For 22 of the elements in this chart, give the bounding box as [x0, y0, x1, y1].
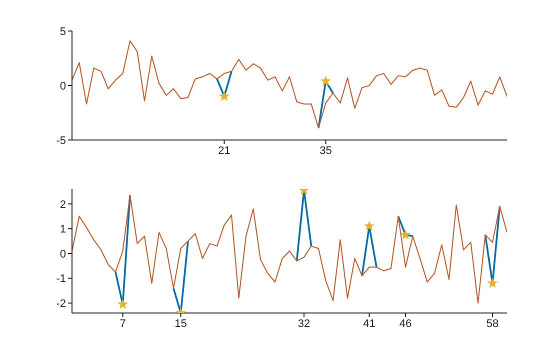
- y-tick-label: -1: [56, 273, 66, 286]
- point: [487, 278, 498, 288]
- x-tick-label: 7: [120, 318, 126, 330]
- x-tick-label: 46: [399, 318, 412, 330]
- line-series: [72, 40, 507, 129]
- point: [364, 220, 374, 231]
- point: [400, 229, 411, 240]
- point: [118, 298, 128, 309]
- y-tick-label: 0: [60, 80, 66, 92]
- y-tick-label: 1: [60, 224, 66, 236]
- x-tick-label: 32: [298, 318, 310, 330]
- y-tick-label: -5: [56, 134, 66, 147]
- x-tick-label: 15: [174, 318, 187, 330]
- y-tick-label: 0: [60, 248, 66, 260]
- x-tick-label: 35: [320, 144, 332, 157]
- y-tick-label: -2: [56, 298, 66, 310]
- y-tick-label: 5: [60, 26, 66, 38]
- x-tick-label: 21: [218, 144, 230, 157]
- line-series: [72, 194, 507, 304]
- x-tick-label: 58: [486, 318, 499, 330]
- x-tick-label: 41: [363, 318, 376, 330]
- y-tick-label: 2: [60, 198, 66, 211]
